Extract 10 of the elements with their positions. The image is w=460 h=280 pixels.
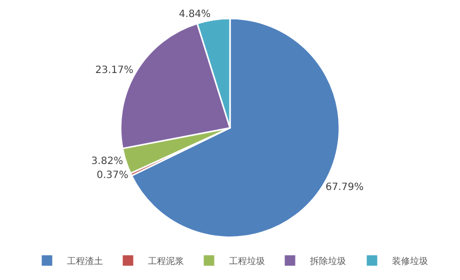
data-label: 67.79%	[325, 182, 364, 193]
data-label: 23.17%	[95, 64, 134, 76]
legend-label: 工程泥浆	[148, 256, 184, 268]
data-label: 0.37%	[96, 170, 128, 182]
legend-label: 装修垃圾	[392, 256, 428, 268]
legend-label: 工程垃圾	[229, 256, 265, 268]
legend-label: 拆除垃圾	[309, 256, 346, 268]
data-label: 4.84%	[178, 8, 211, 20]
data-label: 3.82%	[91, 156, 124, 168]
legend-label: 工程渣土	[67, 256, 103, 268]
